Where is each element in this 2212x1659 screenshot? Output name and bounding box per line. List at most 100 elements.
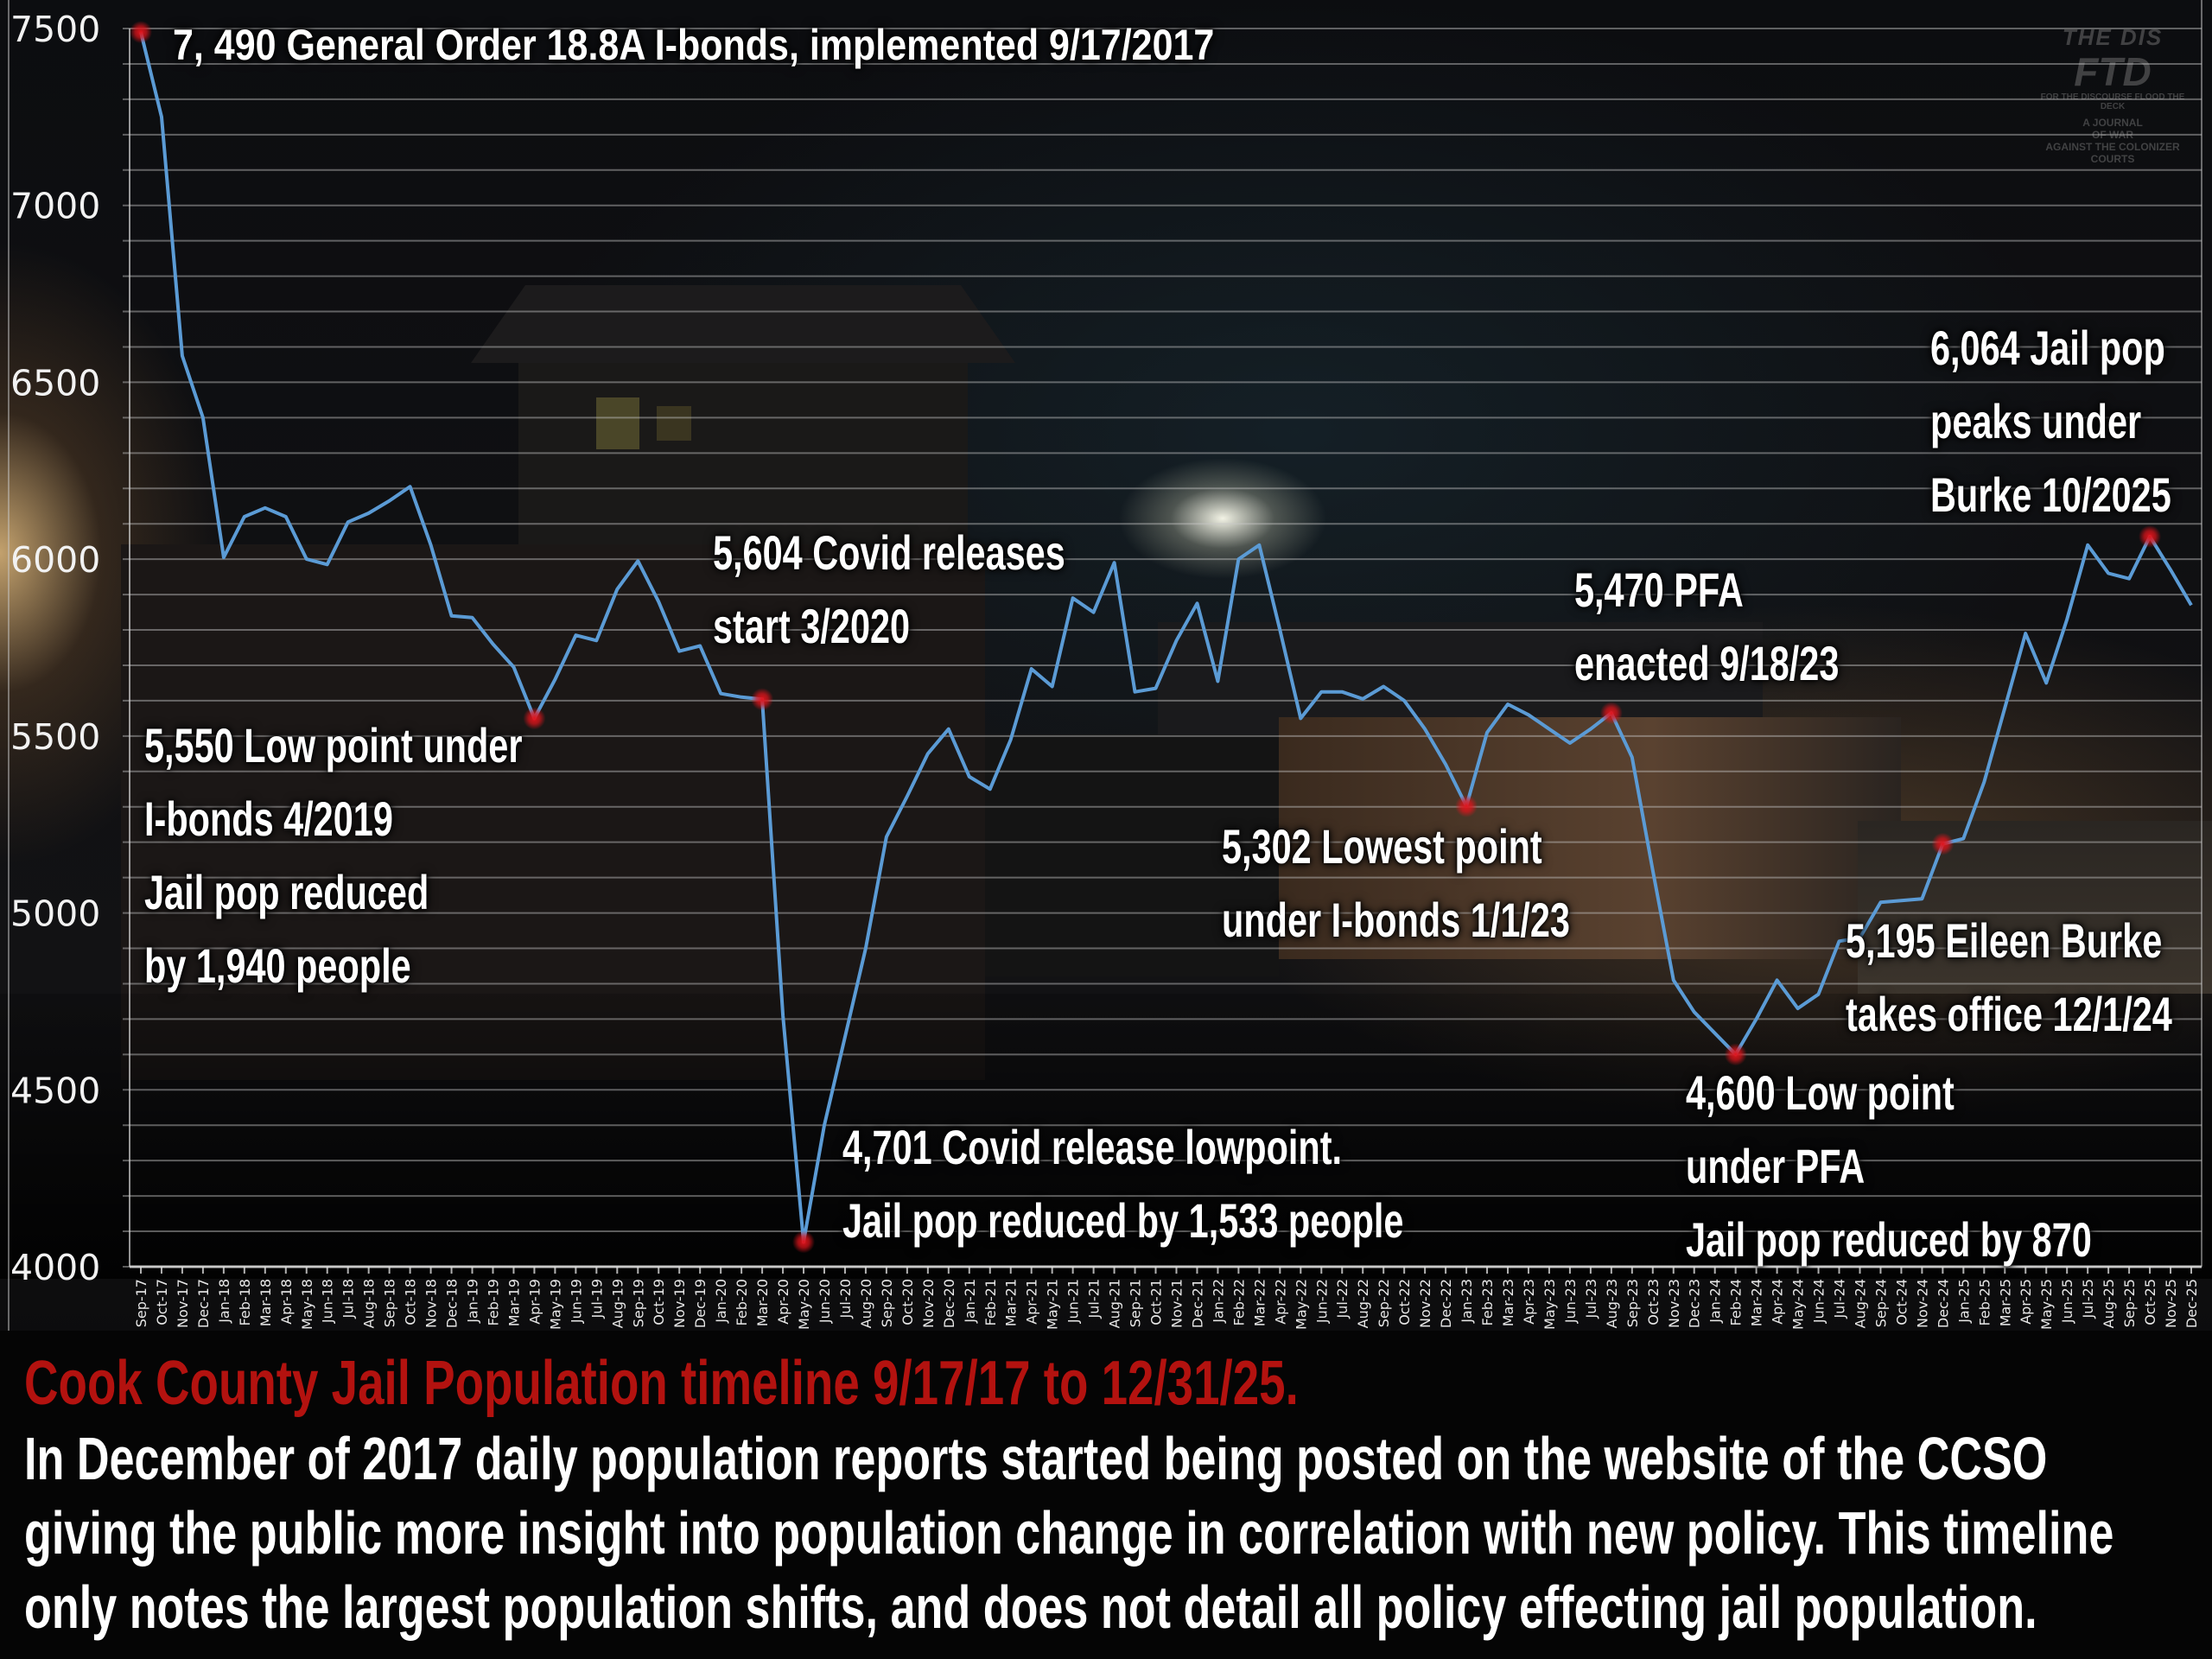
street	[1858, 821, 2212, 994]
x-tick-label: May-23	[1541, 1279, 1558, 1330]
highlight-point-marker	[1931, 832, 1955, 855]
logo-banner: FOR THE DISCOURSE FLOOD THE DECK	[2040, 92, 2185, 111]
x-tick-label: May-22	[1293, 1279, 1309, 1330]
x-tick-label: Dec-20	[941, 1279, 957, 1328]
x-tick-label: Aug-22	[1355, 1279, 1371, 1328]
x-tick-label: May-20	[796, 1279, 812, 1330]
x-tick-label: Jul-23	[1583, 1279, 1599, 1319]
x-tick-label: Apr-21	[1024, 1279, 1040, 1325]
x-tick-label: Jan-22	[1210, 1279, 1226, 1324]
annotation-line: Burke 10/2025	[1930, 467, 2171, 522]
x-tick-label: Apr-18	[278, 1279, 295, 1325]
annotation-line: start 3/2020	[713, 599, 911, 653]
x-tick-label: Jan-24	[1707, 1279, 1724, 1324]
highlight-point-marker	[2139, 524, 2162, 548]
x-tick-label: Apr-22	[1272, 1279, 1288, 1325]
x-tick-label: Dec-22	[1438, 1279, 1454, 1328]
x-tick-label: Mar-24	[1749, 1279, 1765, 1326]
x-tick-label: Mar-25	[1997, 1279, 2013, 1326]
x-tick-label: Nov-20	[920, 1279, 937, 1328]
series-line	[139, 31, 2193, 1244]
x-tick-label: Nov-23	[1666, 1279, 1682, 1328]
x-tick-label: Feb-18	[237, 1279, 253, 1325]
guard-tower-window	[657, 406, 691, 441]
x-tick-label: Apr-20	[775, 1279, 791, 1325]
annotation-burke-office: 5,195 Eileen Burke takes office 12/1/24	[1846, 904, 2172, 1051]
population-line-chart: 4000 4500 5000 5500 6000 6500 7000 7500 Sep-17 O…	[8, 0, 2202, 1331]
annotation-line: 6,064 Jail pop	[1930, 321, 2165, 375]
x-tick-label: Mar-21	[1003, 1279, 1020, 1326]
x-tick-label: Jun-20	[817, 1279, 833, 1324]
annotation-pfa-low: 4,600 Low point under PFA Jail pop reduc…	[1686, 1056, 2092, 1276]
caption-panel	[0, 1331, 2212, 1659]
x-tick-label: Jul-22	[1334, 1279, 1351, 1319]
highlight-markers	[130, 21, 2162, 1254]
y-tick-label: 7000	[10, 186, 100, 227]
x-tick-label: Dec-24	[1935, 1279, 1951, 1328]
x-tick-label: Oct-17	[154, 1279, 170, 1325]
x-tick-label: Dec-25	[2183, 1279, 2200, 1328]
x-tick-label: Jun-25	[2059, 1279, 2075, 1324]
x-tick-label: Dec-18	[444, 1279, 461, 1328]
caption-line: only notes the largest population shifts…	[24, 1573, 2037, 1641]
annotation-line: 4,701 Covid release lowpoint.	[842, 1120, 1343, 1174]
annotation-line: Jail pop reduced by 870	[1686, 1212, 2092, 1267]
y-tick-label: 7500	[10, 9, 100, 50]
x-tick-label: Jun-21	[1065, 1279, 1082, 1324]
x-tick-label: Feb-19	[485, 1279, 501, 1325]
x-tick-label: Oct-22	[1396, 1279, 1413, 1325]
x-tick-label: Aug-18	[361, 1279, 378, 1328]
annotation-line: I-bonds 4/2019	[144, 791, 393, 846]
x-tick-label: Mar-19	[505, 1279, 522, 1326]
annotation-line: 5,550 Low point under	[144, 718, 523, 772]
x-tick-label: Dec-17	[195, 1279, 212, 1328]
x-tick-label: Apr-24	[1770, 1279, 1786, 1325]
annotation-line: 4,600 Low point	[1686, 1065, 1955, 1120]
caption-line: In December of 2017 daily population rep…	[24, 1425, 2048, 1492]
x-tick-label: Apr-19	[526, 1279, 543, 1325]
publisher-logo: THE DIS FTD FOR THE DISCOURSE FLOOD THE …	[2031, 24, 2195, 165]
x-tick-label: Aug-21	[1107, 1279, 1123, 1328]
highlight-point-marker	[751, 688, 774, 711]
x-tick-label: Jul-20	[837, 1279, 854, 1319]
x-tick-label: May-18	[299, 1279, 315, 1330]
x-tick-labels: Sep-17 Oct-17 Nov-17 Dec-17 Jan-18 Feb-18 Mar-…	[133, 1267, 2200, 1330]
x-tick-label: May-25	[2038, 1279, 2055, 1330]
annotation-covid-start: 5,604 Covid releases start 3/2020	[713, 516, 1065, 663]
x-tick-label: Aug-23	[1604, 1279, 1620, 1328]
x-tick-label: Oct-24	[1893, 1279, 1910, 1325]
x-tick-label: May-21	[1045, 1279, 1061, 1330]
x-tick-label: Sep-22	[1376, 1279, 1392, 1327]
annotation-line: under I-bonds 1/1/23	[1222, 893, 1570, 947]
x-tick-label: Mar-22	[1251, 1279, 1268, 1326]
logo-tagline-line: OF WAR	[2092, 129, 2133, 141]
annotation-burke-peak: 6,064 Jail pop peaks under Burke 10/2025	[1930, 311, 2171, 531]
fence-wall	[985, 734, 1279, 976]
annotation-line: takes office 12/1/24	[1846, 987, 2172, 1041]
annotation-general-order: 7, 490 General Order 18.8A I-bonds, impl…	[173, 19, 1214, 71]
y-tick-label: 5000	[10, 893, 100, 935]
x-tick-label: Nov-22	[1417, 1279, 1433, 1328]
x-tick-label: Sep-20	[879, 1279, 895, 1327]
x-tick-label: Jul-25	[2080, 1279, 2096, 1319]
y-tick-label: 6500	[10, 362, 100, 404]
annotation-line: enacted 9/18/23	[1574, 636, 1840, 690]
y-tick-label: 6000	[10, 539, 100, 581]
x-tick-label: Nov-21	[1168, 1279, 1185, 1328]
guard-tower-cab	[518, 363, 968, 544]
x-tick-label: Sep-23	[1624, 1279, 1641, 1327]
x-tick-label: Feb-22	[1230, 1279, 1247, 1325]
x-tick-label: Oct-23	[1645, 1279, 1662, 1325]
annotation-line: 5,302 Lowest point	[1222, 819, 1542, 874]
logo-tagline-line: A JOURNAL	[2082, 117, 2143, 129]
annotation-line: Jail pop reduced by 1,533 people	[842, 1193, 1404, 1248]
x-tick-label: Jun-24	[1811, 1279, 1827, 1324]
x-tick-label: Aug-25	[2101, 1279, 2117, 1328]
logo-text-top: THE DIS	[2062, 24, 2164, 50]
highlight-point-marker	[792, 1230, 816, 1254]
highlight-point-marker	[1724, 1043, 1747, 1066]
highlight-point-marker	[1599, 702, 1623, 725]
x-tick-label: Sep-21	[1128, 1279, 1144, 1327]
annotation-line: 5,604 Covid releases	[713, 525, 1065, 580]
x-tick-label: Feb-25	[1976, 1279, 1993, 1325]
